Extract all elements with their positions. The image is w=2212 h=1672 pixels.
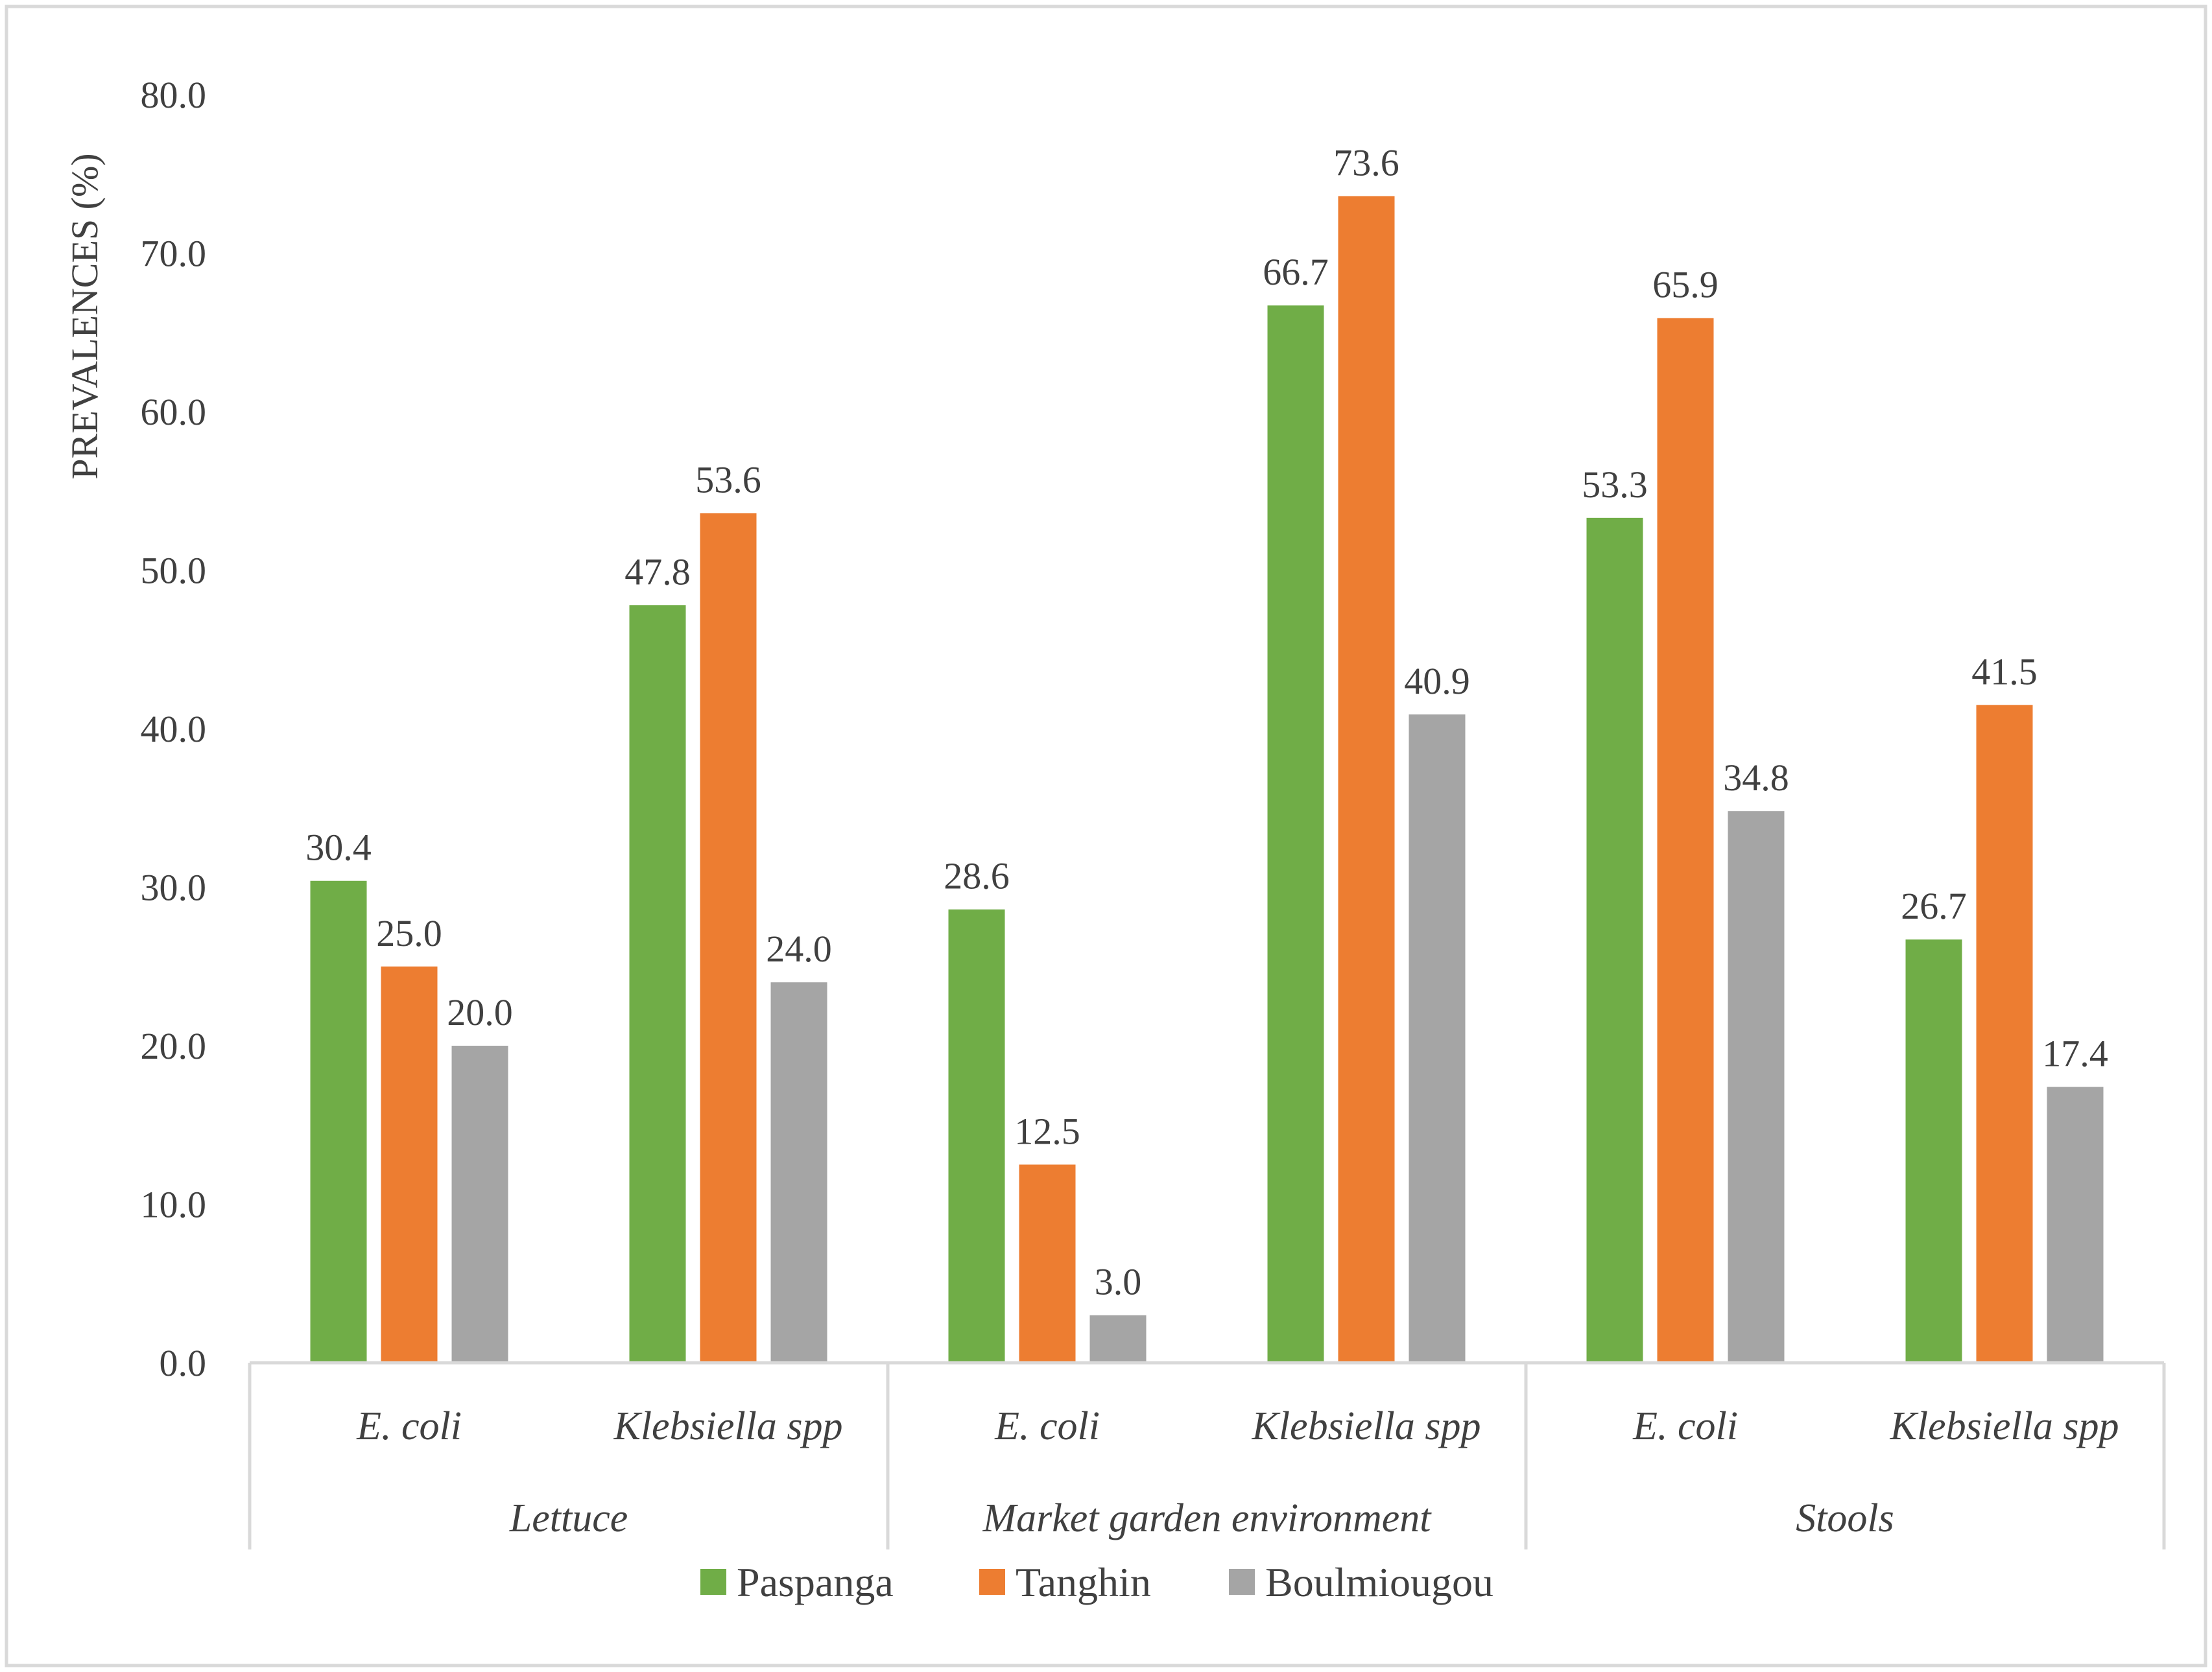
legend: Paspanga Tanghin Boulmiougou [700,1559,1493,1605]
data-label: 3.0 [1095,1261,1142,1303]
x-group-label: Lettuce [509,1496,628,1540]
y-tick-label: 60.0 [141,391,207,433]
data-label: 53.6 [695,458,761,500]
bar [1976,705,2033,1363]
y-tick-label: 70.0 [141,233,207,275]
bar [1019,1164,1076,1363]
y-tick-label: 50.0 [141,550,207,592]
y-tick-label: 10.0 [141,1184,207,1226]
y-tick-label: 80.0 [141,74,207,116]
bar [1338,196,1395,1363]
bar [1586,517,1643,1363]
data-label: 25.0 [376,912,442,954]
y-tick-label: 20.0 [141,1025,207,1067]
data-label: 12.5 [1014,1110,1080,1152]
data-label: 24.0 [766,928,832,970]
data-label: 34.8 [1723,757,1789,799]
x-category-label: Klebsiella spp [1251,1404,1481,1448]
data-label: 30.4 [305,827,372,869]
data-label: 41.5 [1971,650,2038,692]
x-group-label: Market garden environment [982,1496,1433,1540]
x-axis: E. coli Klebsiella spp E. coli Klebsiella s… [248,1361,2166,1549]
x-category-label: E. coli [994,1404,1100,1448]
bar [1728,811,1785,1363]
bar [700,513,757,1363]
x-group-label: Stools [1796,1496,1894,1540]
bar [1409,714,1466,1363]
data-label: 26.7 [1901,885,1967,927]
data-label: 53.3 [1582,464,1648,506]
data-labels-layer: 30.4 25.020.0 47.8 53.6 24.0 28.6 12.5 3.0 66.7 7… [305,141,2108,1302]
bar [629,605,686,1363]
y-axis-title: PREVALENCES (%) [64,153,106,479]
bar [451,1046,508,1363]
legend-label: Boulmiougou [1265,1559,1493,1605]
data-label: 28.6 [944,855,1010,897]
bar [1089,1315,1147,1363]
y-tick-label: 40.0 [141,708,207,750]
bar [310,880,367,1363]
data-label: 47.8 [624,550,691,593]
legend-swatch [979,1569,1005,1595]
data-label: 40.9 [1404,660,1470,702]
y-axis-ticks: 0.0 10.0 20.0 30.0 40.0 50.0 60.0 70.0 80.0 [141,74,207,1384]
bar [770,982,827,1363]
x-category-label: E. coli [356,1404,462,1448]
data-label: 20.0 [447,991,513,1033]
bar [1267,305,1324,1363]
legend-swatch [700,1569,726,1595]
bar [1657,318,1714,1363]
y-tick-label: 30.0 [141,867,207,909]
chart-border [5,5,2207,1667]
data-label: 73.6 [1333,141,1399,183]
x-category-label: E. coli [1632,1404,1738,1448]
x-category-label: Klebsiella spp [1889,1404,2119,1448]
bar [948,909,1005,1363]
data-label: 66.7 [1263,251,1329,293]
bar [381,966,438,1363]
bars-layer [310,196,2104,1363]
data-label: 17.4 [2042,1033,2108,1075]
y-tick-label: 0.0 [160,1342,207,1384]
legend-label: Paspanga [737,1559,894,1605]
data-label: 65.9 [1652,264,1718,306]
bar [2047,1087,2104,1363]
x-category-label: Klebsiella spp [613,1404,842,1448]
legend-label: Tanghin [1016,1559,1151,1605]
legend-swatch [1229,1569,1255,1595]
bar [1905,939,1962,1363]
